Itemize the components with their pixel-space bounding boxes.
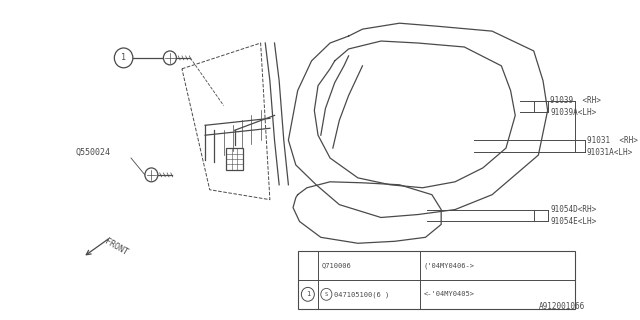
Text: Q550024: Q550024 bbox=[76, 148, 111, 156]
Text: 91039A<LH>: 91039A<LH> bbox=[550, 108, 596, 117]
Text: 047105100(6 ): 047105100(6 ) bbox=[334, 291, 389, 298]
Text: 91054D<RH>: 91054D<RH> bbox=[550, 205, 596, 214]
Text: Q710006: Q710006 bbox=[322, 263, 351, 268]
Text: <-'04MY0405>: <-'04MY0405> bbox=[424, 291, 475, 297]
Bar bbox=[227, 148, 243, 170]
Text: S: S bbox=[324, 292, 328, 297]
Text: A912001066: A912001066 bbox=[538, 302, 585, 311]
Text: 1: 1 bbox=[306, 291, 310, 297]
Text: 91039  <RH>: 91039 <RH> bbox=[550, 96, 602, 105]
Text: 91031A<LH>: 91031A<LH> bbox=[586, 148, 633, 156]
Bar bbox=[298, 251, 575, 309]
Text: 91054E<LH>: 91054E<LH> bbox=[550, 217, 596, 226]
Text: 91031  <RH>: 91031 <RH> bbox=[586, 136, 637, 145]
Text: 1: 1 bbox=[121, 53, 126, 62]
Text: ('04MY0406->: ('04MY0406-> bbox=[424, 262, 475, 269]
Text: FRONT: FRONT bbox=[103, 237, 129, 257]
